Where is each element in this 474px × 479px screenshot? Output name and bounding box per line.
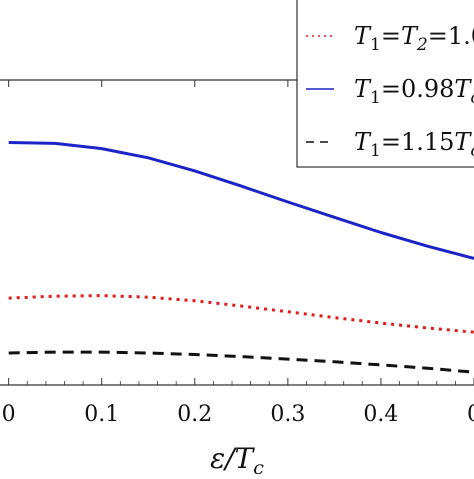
- legend: T1=T2=1.0 T1=0.98Tc T1=1.15Tc: [296, 0, 474, 168]
- legend-label-3: T1=1.15Tc: [354, 128, 474, 161]
- x-tick-label: 0.3: [270, 402, 305, 427]
- axes-layer: 0 0.1 0.2 0.3 0.4 0 ε/Tc: [0, 79, 474, 479]
- legend-label-2: T1=0.98Tc: [354, 75, 474, 108]
- x-tick-label: 0.2: [177, 402, 212, 427]
- legend-label-1: T1=T2=1.0: [354, 22, 474, 55]
- series-line-2: [8, 141, 474, 260]
- x-tick-label: 0.1: [84, 402, 119, 427]
- x-axis-label: ε/Tc: [210, 442, 264, 474]
- series-line-3: [8, 350, 474, 374]
- x-tick-label: 0.4: [363, 402, 398, 427]
- x-tick-label: 0: [467, 402, 474, 427]
- series-line-1: [8, 294, 474, 334]
- x-tick-label: 0: [2, 402, 16, 427]
- series-layer: [8, 141, 474, 374]
- legend-box: [296, 0, 474, 168]
